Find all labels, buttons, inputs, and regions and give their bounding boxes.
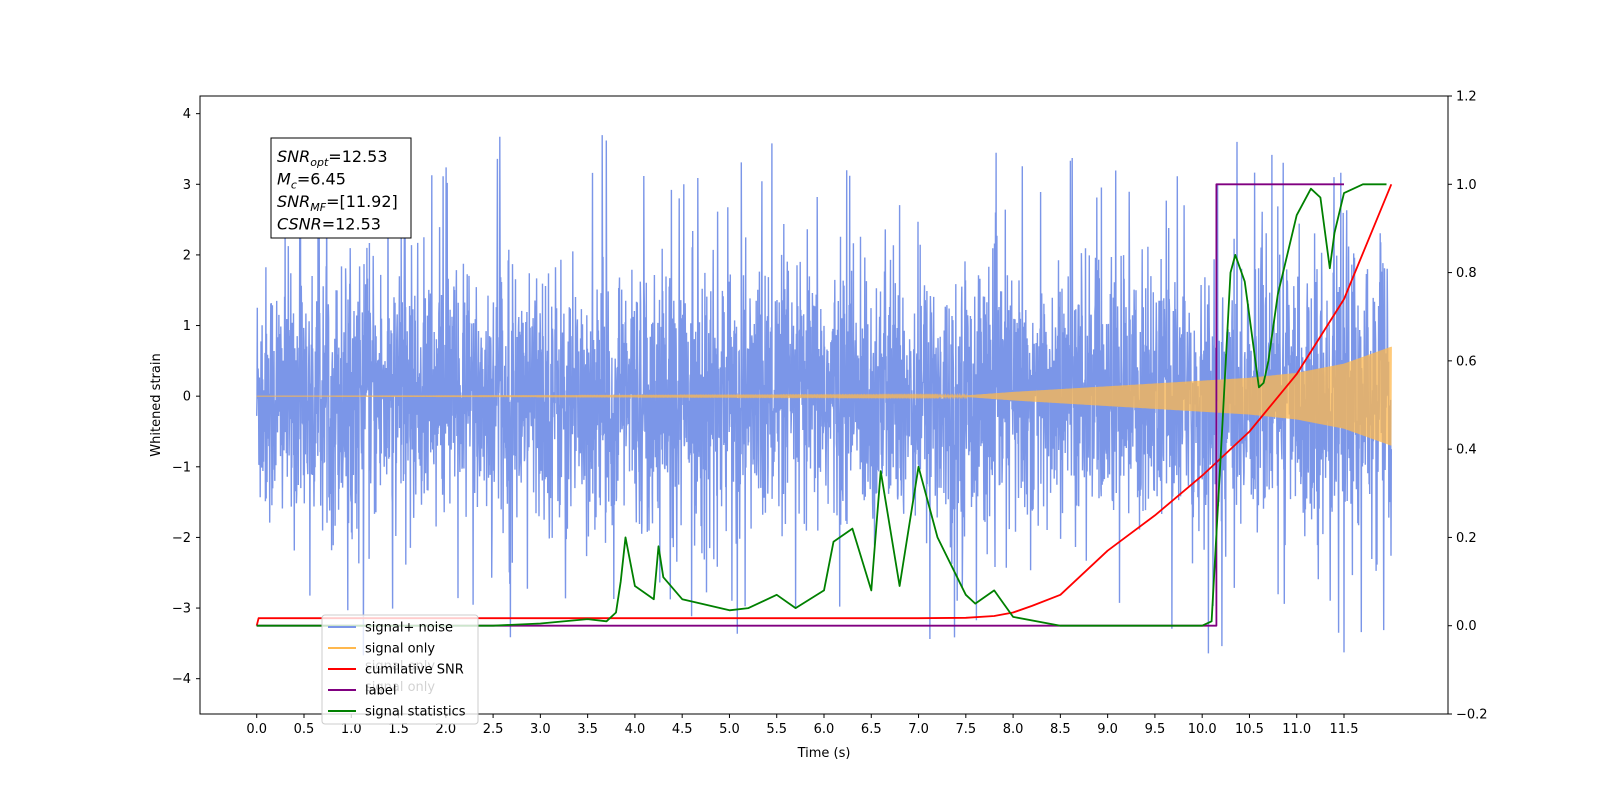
x-tick-label: 5.0 (719, 722, 740, 737)
annotation-frame (270, 137, 412, 239)
legend-label: cumilative SNR (365, 663, 464, 678)
x-axis: 0.0 0.5 1.0 1.5 2.0 2.5 3.0 3.5 4.0 4.5 5.0 5.5 6.0 6… (246, 714, 1358, 737)
series-signal-only-line (256, 346, 1392, 446)
y-tick-label: 3 (183, 178, 191, 193)
x-tick-label: 2.0 (435, 722, 456, 737)
y2-tick-label: 0.0 (1456, 619, 1477, 634)
y2-tick-label: 0.6 (1456, 354, 1477, 369)
x-tick-label: 7.0 (908, 722, 929, 737)
y2-tick-label: 0.4 (1456, 443, 1477, 458)
annotation-line: Mc=6.45 (277, 170, 346, 192)
series-signal-noise-line (256, 135, 1392, 656)
series-signal-statistics-line (256, 183, 1387, 627)
annotation-box: SNRopt=12.53Mc=6.45SNRMF=[11.92]CSNR=12.… (270, 137, 412, 239)
legend-label: signal statistics (365, 705, 466, 720)
legend-ghost-label: signal only (365, 680, 435, 695)
x-tick-label: 6.5 (861, 722, 882, 737)
x-tick-label: 0.5 (294, 722, 315, 737)
x-tick-label: 9.5 (1145, 722, 1166, 737)
x-tick-label: 10.0 (1188, 722, 1217, 737)
x-tick-label: 6.0 (814, 722, 835, 737)
legend-ghost-label: signal only (365, 659, 435, 674)
x-tick-label: 7.5 (955, 722, 976, 737)
y-tick-label: −1 (172, 460, 191, 475)
y2-tick-label: −0.2 (1456, 708, 1488, 723)
x-tick-label: 11.5 (1330, 722, 1359, 737)
y2-tick-label: 1.0 (1456, 178, 1477, 193)
series-layer (255, 135, 1393, 656)
legend-label: signal only (365, 642, 435, 657)
x-tick-label: 3.5 (577, 722, 598, 737)
annotation-line: SNRMF=[11.92] (277, 192, 398, 214)
x-tick-label: 1.0 (341, 722, 362, 737)
y-tick-label: −3 (172, 602, 191, 617)
legend-label: label (365, 684, 396, 699)
y2-tick-label: 1.2 (1456, 90, 1477, 105)
legend: signal only signal only signal+ noise signa… (321, 614, 479, 725)
annotation-line: CSNR=12.53 (277, 215, 381, 234)
y-tick-label: 0 (183, 390, 191, 405)
x-tick-label: 1.5 (388, 722, 409, 737)
y-axis-right: 1.2 1.0 0.8 0.6 0.4 0.2 0.0 −0.2 (1448, 90, 1488, 723)
x-axis-label: Time (s) (797, 746, 851, 761)
x-tick-label: 5.5 (766, 722, 787, 737)
y-axis-label: Whitened strain (149, 353, 164, 456)
y-tick-label: 2 (183, 248, 191, 263)
x-tick-label: 10.5 (1235, 722, 1264, 737)
y2-tick-label: 0.2 (1456, 531, 1477, 546)
legend-label: signal+ noise (365, 621, 453, 636)
x-tick-label: 3.0 (530, 722, 551, 737)
x-tick-label: 8.5 (1050, 722, 1071, 737)
x-tick-label: 8.0 (1003, 722, 1024, 737)
x-tick-label: 4.0 (625, 722, 646, 737)
y-tick-label: −4 (172, 672, 191, 687)
series-label-line (256, 183, 1344, 627)
x-tick-label: 11.0 (1282, 722, 1311, 737)
y-tick-label: −2 (172, 531, 191, 546)
x-tick-label: 9.0 (1097, 722, 1118, 737)
y-axis-left: 4 3 2 1 0 −1 −2 −3 −4 (172, 107, 200, 687)
x-tick-label: 0.0 (246, 722, 267, 737)
y2-tick-label: 0.8 (1456, 266, 1477, 281)
annotation-line: SNRopt=12.53 (277, 147, 388, 169)
y-tick-label: 4 (183, 107, 191, 122)
x-tick-label: 4.5 (672, 722, 693, 737)
y-tick-label: 1 (183, 319, 191, 334)
x-tick-label: 2.5 (483, 722, 504, 737)
legend-frame (321, 614, 479, 725)
